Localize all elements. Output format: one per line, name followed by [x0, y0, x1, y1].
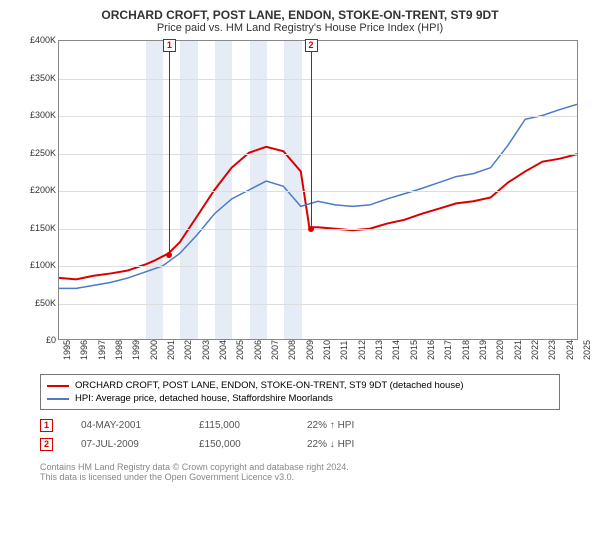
note-price: £150,000 [199, 439, 279, 450]
note-marker: 2 [40, 438, 53, 451]
gridline [59, 266, 577, 267]
y-tick-label: £0 [46, 335, 56, 345]
x-tick-label: 2012 [357, 340, 367, 360]
x-tick-label: 2023 [547, 340, 557, 360]
x-tick-label: 2005 [235, 340, 245, 360]
x-tick-label: 2014 [391, 340, 401, 360]
chart-subtitle: Price paid vs. HM Land Registry's House … [0, 22, 600, 34]
x-tick-label: 2011 [339, 341, 349, 360]
x-tick-label: 1995 [62, 340, 72, 360]
x-tick-label: 1996 [79, 340, 89, 360]
x-tick-label: 2018 [461, 340, 471, 360]
note-row: 2 07-JUL-2009 £150,000 22% ↓ HPI [40, 435, 560, 454]
x-tick-label: 1998 [114, 340, 124, 360]
series-hpi [59, 104, 577, 288]
x-tick-label: 1999 [131, 340, 141, 360]
x-tick-label: 2007 [270, 340, 280, 360]
y-axis: £0£50K£100K£150K£200K£250K£300K£350K£400… [20, 40, 58, 340]
legend-swatch [47, 385, 69, 387]
y-tick-label: £100K [30, 260, 56, 270]
note-row: 1 04-MAY-2001 £115,000 22% ↑ HPI [40, 416, 560, 435]
note-desc: 22% ↑ HPI [307, 420, 354, 431]
legend-item: ORCHARD CROFT, POST LANE, ENDON, STOKE-O… [47, 379, 553, 392]
legend-label: ORCHARD CROFT, POST LANE, ENDON, STOKE-O… [75, 380, 464, 391]
credits: Contains HM Land Registry data © Crown c… [40, 462, 560, 482]
y-tick-label: £400K [30, 35, 56, 45]
y-tick-label: £250K [30, 148, 56, 158]
x-tick-label: 2009 [305, 340, 315, 360]
gridline [59, 79, 577, 80]
credits-line-1: Contains HM Land Registry data © Crown c… [40, 462, 560, 472]
x-tick-label: 2002 [183, 340, 193, 360]
x-tick-label: 2003 [201, 340, 211, 360]
x-tick-label: 2015 [409, 340, 419, 360]
marker-line [311, 51, 312, 229]
x-tick-label: 2020 [495, 340, 505, 360]
note-date: 04-MAY-2001 [81, 420, 171, 431]
x-tick-label: 2024 [565, 340, 575, 360]
y-tick-label: £200K [30, 185, 56, 195]
chart-area: £0£50K£100K£150K£200K£250K£300K£350K£400… [20, 40, 580, 370]
y-tick-label: £150K [30, 223, 56, 233]
x-tick-label: 2021 [513, 340, 523, 360]
note-marker: 1 [40, 419, 53, 432]
x-tick-label: 1997 [97, 340, 107, 360]
series-price_paid [59, 147, 577, 280]
x-tick-label: 2001 [166, 340, 176, 360]
legend-swatch [47, 398, 69, 400]
note-price: £115,000 [199, 420, 279, 431]
x-tick-label: 2006 [253, 340, 263, 360]
x-tick-label: 2016 [426, 340, 436, 360]
y-tick-label: £300K [30, 110, 56, 120]
legend: ORCHARD CROFT, POST LANE, ENDON, STOKE-O… [40, 374, 560, 410]
x-tick-label: 2000 [149, 340, 159, 360]
x-axis: 1995 1996 1997 1998 1999 2000 2001 2002 2003 2004… [58, 342, 578, 370]
gridline [59, 229, 577, 230]
marker-dot [308, 226, 314, 232]
credits-line-2: This data is licensed under the Open Gov… [40, 472, 560, 482]
plot-area: 12 [58, 40, 578, 340]
marker-line [169, 51, 170, 255]
legend-label: HPI: Average price, detached house, Staf… [75, 393, 333, 404]
x-tick-label: 2017 [443, 340, 453, 360]
gridline [59, 304, 577, 305]
x-tick-label: 2022 [530, 340, 540, 360]
note-date: 07-JUL-2009 [81, 439, 171, 450]
y-tick-label: £50K [35, 298, 56, 308]
line-chart-svg [59, 41, 577, 339]
chart-title: ORCHARD CROFT, POST LANE, ENDON, STOKE-O… [0, 8, 600, 22]
marker-label: 1 [163, 39, 176, 52]
notes-table: 1 04-MAY-2001 £115,000 22% ↑ HPI 2 07-JUL-200… [40, 416, 560, 454]
marker-label: 2 [305, 39, 318, 52]
x-tick-label: 2019 [478, 340, 488, 360]
gridline [59, 154, 577, 155]
x-tick-label: 2008 [287, 340, 297, 360]
x-tick-label: 2013 [374, 340, 384, 360]
legend-item: HPI: Average price, detached house, Staf… [47, 392, 553, 405]
y-tick-label: £350K [30, 73, 56, 83]
note-desc: 22% ↓ HPI [307, 439, 354, 450]
gridline [59, 116, 577, 117]
x-tick-label: 2025 [582, 340, 592, 360]
x-tick-label: 2010 [322, 340, 332, 360]
x-tick-label: 2004 [218, 340, 228, 360]
gridline [59, 191, 577, 192]
marker-dot [166, 252, 172, 258]
